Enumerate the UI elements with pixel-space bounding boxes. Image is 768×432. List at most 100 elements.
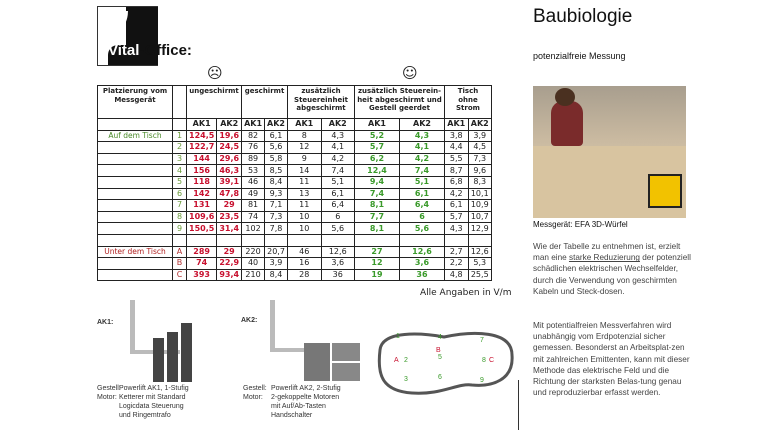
value-cell: 7,3 bbox=[264, 210, 288, 224]
subheader-ak2: AK2 bbox=[216, 118, 243, 131]
value-cell: 4,2 bbox=[399, 152, 445, 166]
value-cell: 5,1 bbox=[399, 175, 445, 189]
value-cell: 4,3 bbox=[399, 129, 445, 143]
power-strip-image bbox=[181, 323, 192, 382]
value-cell: 12,6 bbox=[320, 245, 355, 259]
value-cell: 3,8 bbox=[444, 129, 469, 143]
value-cell: 22,9 bbox=[216, 257, 243, 270]
position-marker: 4 bbox=[438, 334, 442, 341]
value-cell: 46,3 bbox=[216, 164, 243, 177]
desc-line: Handschalter bbox=[271, 412, 313, 419]
position-marker: 3 bbox=[404, 376, 408, 383]
value-cell: 4,3 bbox=[444, 222, 469, 235]
position-marker: 6 bbox=[438, 374, 442, 381]
table-row: B 74 22,9 40 3,9 16 3,6 12 3,6 2,2 5,3 bbox=[97, 257, 492, 270]
table-row: 4 156 46,3 53 8,5 14 7,4 12,4 7,4 8,7 9,6 bbox=[97, 164, 492, 177]
value-cell: 27 bbox=[354, 245, 400, 259]
empty-cell bbox=[241, 233, 266, 247]
divider bbox=[518, 380, 519, 430]
value-cell: 29,6 bbox=[216, 152, 243, 166]
value-cell: 10,7 bbox=[467, 210, 492, 224]
position-index: C bbox=[172, 268, 187, 282]
value-cell: 82 bbox=[241, 129, 266, 143]
subheader-ak1: AK1 bbox=[241, 118, 266, 131]
value-cell: 9,4 bbox=[354, 175, 400, 189]
subheader-ak2: AK2 bbox=[264, 118, 288, 131]
value-cell: 5,7 bbox=[444, 210, 469, 224]
value-cell: 20,7 bbox=[264, 245, 288, 259]
logo bbox=[97, 6, 158, 66]
placement-label bbox=[97, 152, 173, 166]
ak1-keys: Gestell: Motor: bbox=[97, 384, 121, 402]
position-marker: 1 bbox=[396, 333, 400, 340]
handset-photo bbox=[332, 343, 360, 361]
motor-key: Motor: bbox=[97, 394, 117, 401]
power-strip-photo bbox=[304, 343, 330, 381]
value-cell: 150,5 bbox=[185, 222, 218, 235]
p1-underline: starke Reduzierung bbox=[568, 253, 640, 263]
value-cell: 289 bbox=[185, 245, 218, 259]
position-marker: 5 bbox=[438, 354, 442, 361]
value-cell: 25,5 bbox=[467, 268, 492, 282]
value-cell: 9 bbox=[287, 152, 322, 166]
empty-cell bbox=[354, 233, 400, 247]
position-marker-under: C bbox=[489, 357, 494, 364]
position-marker: 9 bbox=[480, 377, 484, 384]
value-cell: 12,6 bbox=[399, 245, 445, 259]
empty-cell bbox=[172, 233, 187, 247]
placement-label bbox=[97, 187, 173, 201]
placement-label bbox=[97, 222, 173, 235]
table-row: 5 118 39,1 46 8,4 11 5,1 9,4 5,1 6,8 8,3 bbox=[97, 175, 492, 189]
position-index: 2 bbox=[172, 141, 187, 154]
value-cell: 40 bbox=[241, 257, 266, 270]
value-cell: 10 bbox=[287, 222, 322, 235]
value-cell: 4,8 bbox=[444, 268, 469, 282]
paragraph-2: Mit potentialfreien Messverfahren wird u… bbox=[533, 321, 690, 398]
empty-cell bbox=[444, 233, 469, 247]
value-cell: 3,9 bbox=[467, 129, 492, 143]
value-cell: 3,6 bbox=[399, 257, 445, 270]
value-cell: 13 bbox=[287, 187, 322, 201]
value-cell: 24,5 bbox=[216, 141, 243, 154]
value-cell: 6,4 bbox=[320, 199, 355, 212]
value-cell: 6,1 bbox=[264, 129, 288, 143]
value-cell: 7,7 bbox=[354, 210, 400, 224]
value-cell: 74 bbox=[241, 210, 266, 224]
placement-label bbox=[97, 210, 173, 224]
value-cell: 5,6 bbox=[399, 222, 445, 235]
desc-line: mit Auf/Ab-Tasten bbox=[271, 403, 326, 410]
table-row: 6 142 47,8 49 9,3 13 6,1 7,4 6,1 4,2 10,1 bbox=[97, 187, 492, 201]
value-cell: 102 bbox=[241, 222, 266, 235]
table-row: 2 122,7 24,5 76 5,6 12 4,1 5,7 4,1 4,4 4,5 bbox=[97, 141, 492, 154]
header-index bbox=[172, 85, 187, 119]
value-cell: 8,1 bbox=[354, 199, 400, 212]
value-cell: 19 bbox=[354, 268, 400, 282]
value-cell: 9,6 bbox=[467, 164, 492, 177]
paragraph-1: Wie der Tabelle zu entnehmen ist, erziel… bbox=[533, 241, 693, 297]
value-cell: 7,8 bbox=[264, 222, 288, 235]
value-cell: 5,1 bbox=[320, 175, 355, 189]
header-shielded: geschirmt bbox=[241, 85, 288, 119]
empty-cell bbox=[97, 233, 173, 247]
value-cell: 14 bbox=[287, 164, 322, 177]
value-cell: 11 bbox=[287, 175, 322, 189]
position-marker-under: A bbox=[394, 357, 399, 364]
value-cell: 393 bbox=[185, 268, 218, 282]
power-strip-image bbox=[167, 332, 178, 382]
position-index: 3 bbox=[172, 152, 187, 166]
value-cell: 31,4 bbox=[216, 222, 243, 235]
frame-key: Gestell: bbox=[243, 385, 267, 392]
value-cell: 4,2 bbox=[444, 187, 469, 201]
position-index: A bbox=[172, 245, 187, 259]
value-cell: 5,8 bbox=[264, 152, 288, 166]
placement-label bbox=[97, 141, 173, 154]
empty-cell bbox=[172, 118, 187, 131]
value-cell: 28 bbox=[287, 268, 322, 282]
value-cell: 47,8 bbox=[216, 187, 243, 201]
ak2-label: AK2: bbox=[241, 317, 258, 324]
value-cell: 109,6 bbox=[185, 210, 218, 224]
value-cell: 93,4 bbox=[216, 268, 243, 282]
measurement-photo bbox=[533, 86, 686, 218]
value-cell: 10 bbox=[287, 210, 322, 224]
value-cell: 6,1 bbox=[444, 199, 469, 212]
